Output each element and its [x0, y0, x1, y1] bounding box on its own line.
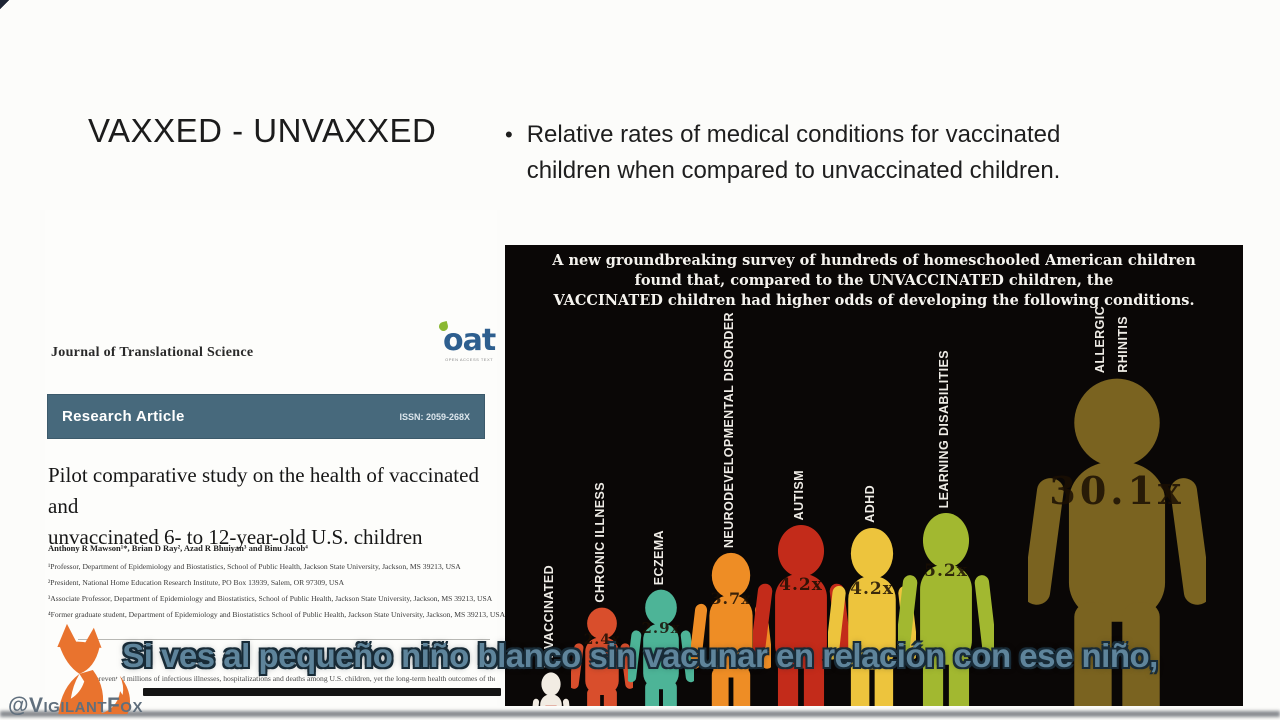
paper-title: Pilot comparative study on the health of…	[48, 463, 479, 549]
person-silhouette	[828, 527, 916, 706]
figure-label: AUTISM	[792, 469, 806, 520]
figure-multiplier: 4.2x	[779, 575, 823, 595]
figure-multiplier: 2.9x	[641, 619, 681, 637]
abstract-fragment: prevented millions of infectious illness…	[95, 674, 495, 683]
oat-logo: oat OPEN ACCESS TEXT	[437, 320, 496, 362]
corner-artifact	[0, 0, 10, 16]
fox-logo	[57, 623, 130, 715]
figure-multiplier: 2.4x	[583, 632, 621, 648]
person-silhouette	[898, 513, 994, 706]
watermark-handle: @VigilantFox	[8, 694, 143, 717]
bullet-text: Relative rates of medical conditions for…	[526, 121, 1061, 184]
journal-title: Journal of Translational Science	[51, 345, 254, 360]
paper-affiliations: ¹Professor, Department of Epidemiology a…	[48, 562, 506, 619]
redaction-bar	[143, 688, 501, 696]
figure-label: RHINITIS	[1116, 316, 1130, 373]
subtitle-caption: Si ves al pequeño niño blanco sin vacuna…	[122, 637, 1158, 674]
paper-authors: Anthony R Mawson¹*, Brian D Ray², Azad R…	[48, 543, 308, 553]
divider	[78, 639, 490, 640]
figure-label: ALLERGIC	[1093, 305, 1107, 373]
figure-label: ADHD	[863, 485, 877, 523]
figure-multiplier: 5.2x	[924, 561, 968, 581]
infographic-header: A new groundbreaking survey of hundreds …	[552, 252, 1196, 309]
person-silhouette	[571, 607, 633, 706]
video-artifact-streak	[0, 711, 1280, 717]
figure-label: ECZEMA	[652, 529, 666, 585]
bullet-point: • Relative rates of medical conditions f…	[505, 117, 1137, 189]
oat-logo-subtext: OPEN ACCESS TEXT	[445, 357, 494, 362]
bullet-marker: •	[505, 122, 513, 147]
figure-multiplier: 3.7x	[710, 589, 752, 608]
page-title: VAXXED - UNVAXXED	[88, 112, 437, 149]
figure-multiplier: 30.1x	[1049, 468, 1185, 513]
person-silhouette	[628, 589, 694, 706]
research-article-banner: Research Article ISSN: 2059-268X	[48, 395, 484, 438]
journal-article: Journal of Translational Science oat OPE…	[45, 210, 505, 706]
figure-label: LEARNING DISABILITIES	[937, 349, 951, 508]
issn-label: ISSN: 2059-268X	[399, 411, 470, 422]
person-silhouette	[531, 672, 571, 706]
banner-label: Research Article	[62, 408, 185, 425]
person-silhouette	[1028, 378, 1206, 706]
figure-label: CHRONIC ILLNESS	[593, 482, 607, 603]
figure-label: NEURODEVELOPMENTAL DISORDER	[722, 311, 736, 548]
figure-multiplier: 4.2x	[850, 579, 894, 599]
person-silhouette	[691, 552, 771, 706]
infographic: A new groundbreaking survey of hundreds …	[505, 245, 1243, 706]
